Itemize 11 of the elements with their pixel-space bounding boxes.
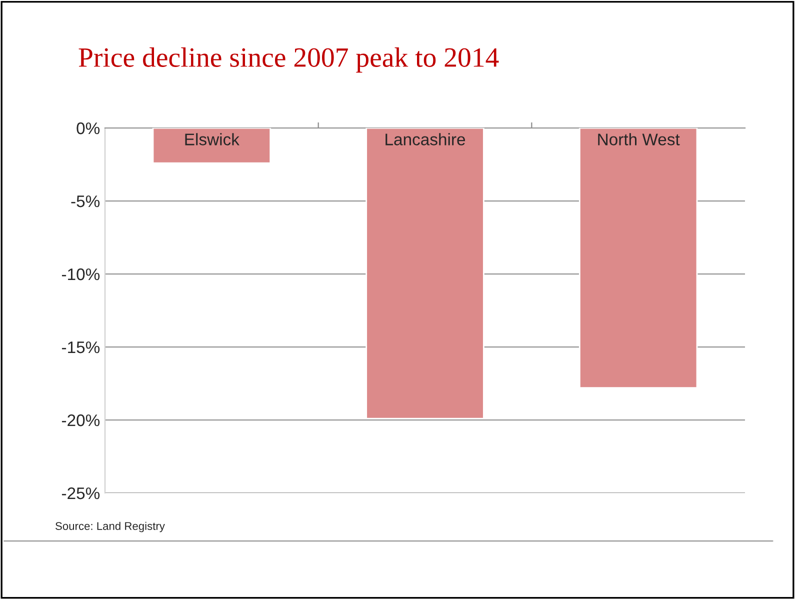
y-tick-label: -20%: [62, 414, 100, 426]
y-tick-label: -15%: [62, 341, 100, 354]
source-note: Source: Land Registry: [56, 522, 165, 532]
x-tick-label: North West: [598, 133, 680, 146]
y-tick-label: -25%: [62, 487, 100, 500]
chart-title: Price decline since 2007 peak to 2014: [78, 47, 499, 73]
y-tick-label: -10%: [62, 268, 100, 280]
y-tick-label: -5%: [71, 195, 100, 208]
x-tick-label: Lancashire: [386, 133, 466, 146]
x-tick-label: Elswick: [185, 133, 240, 146]
y-tick-label: 0%: [76, 122, 100, 134]
